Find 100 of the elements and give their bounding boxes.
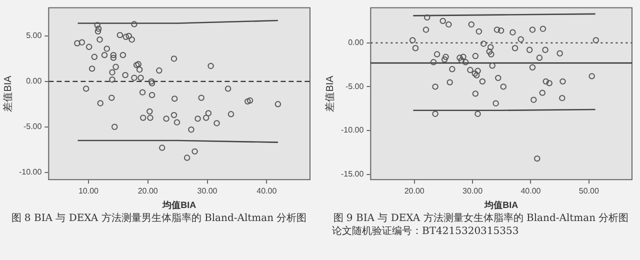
point	[446, 21, 452, 28]
point	[188, 126, 194, 133]
point	[148, 80, 156, 86]
point	[542, 46, 548, 53]
point	[146, 108, 153, 115]
point	[446, 79, 453, 86]
point	[489, 62, 496, 69]
point	[128, 36, 135, 43]
point	[94, 22, 100, 28]
point	[529, 64, 536, 71]
point	[112, 64, 119, 70]
y-tick-label: -5.00	[345, 82, 364, 91]
point	[512, 45, 518, 52]
point	[467, 66, 474, 74]
point	[170, 56, 178, 62]
point	[560, 78, 566, 85]
y-tick-label: 0.00	[26, 76, 42, 86]
point	[529, 26, 536, 33]
x-tick-label: 50.00	[578, 186, 600, 196]
point	[472, 70, 478, 77]
point	[474, 110, 481, 117]
point	[97, 100, 104, 106]
text: 图 8 BIA 与 DEXA 方法测量男生体脂率的 Bland-Altman 分析图	[10, 212, 308, 225]
point	[498, 27, 504, 34]
point	[274, 101, 282, 108]
point	[518, 36, 524, 42]
y-axis-title: 差值BIA	[2, 75, 14, 112]
point	[592, 37, 600, 44]
point	[208, 62, 214, 70]
point	[474, 68, 481, 74]
point	[487, 44, 494, 50]
point	[192, 148, 198, 155]
point	[539, 90, 546, 96]
point	[472, 52, 479, 60]
point	[546, 80, 552, 86]
point	[131, 21, 138, 28]
point	[442, 54, 449, 60]
point	[126, 32, 132, 40]
y-tick-label: 5.00	[26, 31, 42, 40]
point	[534, 155, 540, 162]
point	[163, 116, 170, 122]
point	[474, 72, 480, 78]
point	[536, 54, 543, 61]
point	[441, 56, 448, 63]
point	[468, 21, 474, 28]
point	[480, 40, 487, 47]
point	[432, 84, 438, 90]
point	[91, 54, 98, 60]
point	[138, 74, 144, 81]
point	[205, 110, 212, 116]
point	[526, 46, 533, 53]
point	[122, 72, 128, 78]
point	[422, 26, 430, 33]
point	[460, 54, 466, 60]
point	[476, 28, 482, 35]
y-tick-label: -15.00	[340, 170, 364, 179]
point	[440, 18, 446, 24]
point	[449, 66, 456, 72]
point	[530, 96, 537, 103]
point	[112, 124, 118, 130]
point	[486, 48, 493, 55]
y-tick-label: -10.00	[340, 126, 364, 135]
point	[109, 76, 116, 83]
y-tick-label: -5.00	[23, 122, 42, 132]
point	[116, 32, 124, 38]
point	[540, 26, 546, 32]
point	[472, 90, 479, 97]
point	[156, 67, 162, 74]
point	[194, 116, 201, 122]
point	[174, 119, 180, 126]
point	[430, 59, 437, 66]
point	[96, 36, 103, 43]
point	[148, 92, 156, 98]
point	[500, 84, 506, 90]
point	[228, 111, 234, 118]
text: 论文随机验证编号：BT4215320315353	[331, 225, 520, 238]
point	[110, 52, 117, 58]
point	[83, 86, 90, 92]
x-tick-label: 10.00	[78, 186, 100, 196]
point	[409, 37, 416, 44]
point	[424, 14, 430, 21]
point	[184, 154, 190, 161]
point	[78, 39, 86, 46]
point	[122, 34, 129, 40]
point	[109, 69, 116, 76]
point	[488, 51, 494, 58]
y-tick-label: 0.00	[348, 38, 364, 48]
x-tick-label: 20.00	[138, 186, 158, 196]
point	[434, 51, 440, 58]
y-tick-label: -10.00	[18, 168, 42, 177]
x-tick-label: 30.00	[462, 186, 484, 196]
point	[147, 114, 154, 121]
point	[456, 54, 463, 61]
point	[136, 66, 143, 73]
point	[159, 144, 166, 151]
x-tick-label: 40.00	[520, 186, 542, 196]
point	[479, 78, 486, 85]
point	[542, 78, 549, 85]
point	[244, 98, 251, 105]
point	[462, 59, 469, 66]
